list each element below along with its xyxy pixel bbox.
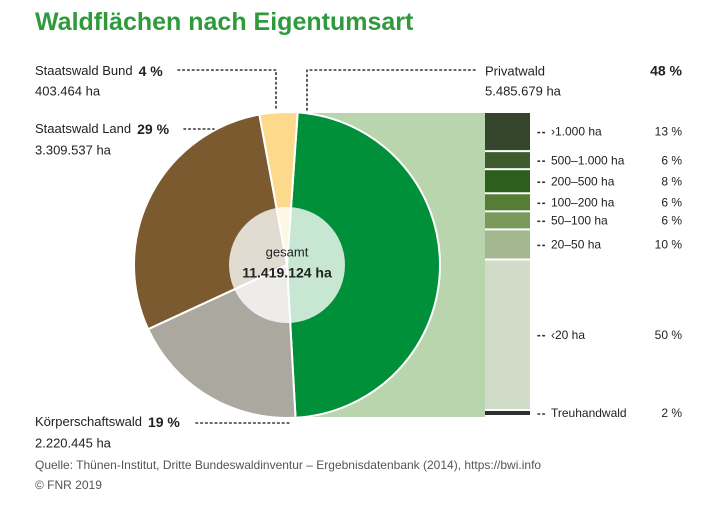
center-circle — [229, 207, 345, 323]
slice-label: Staatswald Land — [35, 121, 131, 136]
slice-label: Privatwald — [485, 63, 545, 78]
bar-value: 6 % — [661, 153, 682, 167]
bar-value: 6 % — [661, 195, 682, 209]
bar-label: ›1.000 ha — [551, 125, 602, 139]
pie-slice — [285, 111, 441, 419]
slice-value: 48 % — [650, 63, 682, 79]
bar-segment — [485, 410, 530, 415]
bar-label: 200–500 ha — [551, 174, 615, 188]
slice-area: 3.309.537 ha — [35, 142, 112, 157]
bar-segment — [485, 212, 530, 229]
bar-value: 2 % — [661, 406, 682, 420]
bar-value: 8 % — [661, 174, 682, 188]
slice-value: 4 % — [139, 63, 164, 79]
total-label: 11.419.124 ha — [242, 265, 332, 281]
slice-value: 29 % — [137, 121, 169, 137]
bar-segment — [485, 152, 530, 169]
bar-segment — [485, 230, 530, 259]
bar-segment — [485, 194, 530, 211]
leader — [177, 69, 277, 111]
slice-label: Staatswald Bund — [35, 63, 133, 78]
slice-area: 403.464 ha — [35, 83, 101, 98]
bar-label: ‹20 ha — [551, 328, 585, 342]
slice-label-group: Körperschaftswald 19 % — [35, 414, 180, 430]
bar-segment — [485, 170, 530, 193]
slice-label-group: Staatswald Bund 4 % — [35, 63, 163, 79]
chart-title: Waldflächen nach Eigentumsart — [35, 8, 414, 36]
copyright: © FNR 2019 — [35, 478, 102, 492]
bar-segment — [485, 113, 530, 151]
slice-area: 2.220.445 ha — [35, 435, 112, 450]
slice-label-group: Staatswald Land 29 % — [35, 121, 170, 137]
bar-value: 50 % — [655, 328, 683, 342]
slice-value: 19 % — [148, 414, 180, 430]
center-label: gesamt — [266, 244, 309, 259]
bar-label: 50–100 ha — [551, 214, 608, 228]
bar-segment — [485, 260, 530, 409]
leader — [306, 69, 479, 111]
bar-value: 6 % — [661, 214, 682, 228]
bar-label: 100–200 ha — [551, 195, 615, 209]
bar-value: 13 % — [655, 125, 683, 139]
source: Quelle: Thünen-Institut, Dritte Bundeswa… — [35, 458, 541, 472]
bar-label: 500–1.000 ha — [551, 153, 625, 167]
bar-label: Treuhandwald — [551, 406, 627, 420]
bar-label: 20–50 ha — [551, 238, 601, 252]
slice-area: 5.485.679 ha — [485, 83, 562, 98]
bar-value: 10 % — [655, 238, 683, 252]
slice-label: Körperschaftswald — [35, 414, 142, 429]
